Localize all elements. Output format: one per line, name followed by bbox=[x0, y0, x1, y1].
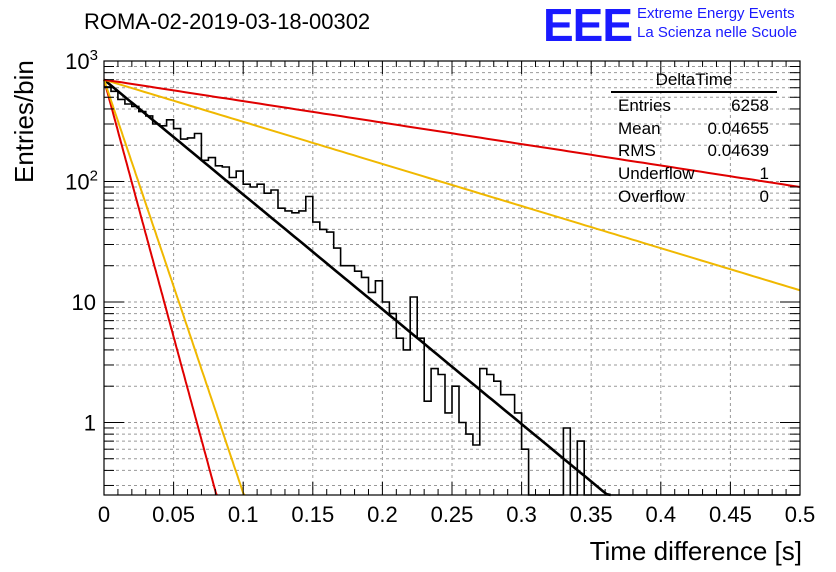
y-tick-label: 1 bbox=[84, 410, 96, 435]
logo-line-2: La Scienza nelle Scuole bbox=[637, 24, 798, 41]
x-tick-label: 0 bbox=[98, 502, 110, 527]
stats-label: RMS bbox=[618, 141, 656, 161]
y-axis-label-text: Entries/bin bbox=[9, 60, 39, 183]
stats-value: 0 bbox=[759, 186, 769, 206]
y-tick-label: 10 bbox=[72, 290, 96, 315]
y-tick-label: 103 bbox=[65, 47, 98, 74]
x-tick-label: 0.2 bbox=[367, 502, 398, 527]
eee-logo-mark: EEE bbox=[543, 0, 633, 51]
stats-label: Entries bbox=[618, 96, 671, 115]
fit-curves bbox=[103, 78, 801, 497]
stats-label: Mean bbox=[618, 118, 661, 138]
curve-fit bbox=[103, 78, 611, 497]
stats-row-overflow: Overflow 0 bbox=[611, 186, 777, 209]
x-tick-label: 0.05 bbox=[152, 502, 195, 527]
x-tick-label: 0.25 bbox=[431, 502, 474, 527]
stats-row-underflow: Underflow 1 bbox=[611, 163, 777, 186]
curve-slow-yellow bbox=[103, 78, 801, 292]
stats-value: 6258 bbox=[731, 96, 769, 115]
x-tick-label: 0.45 bbox=[709, 502, 752, 527]
stats-row-entries: Entries 6258 bbox=[611, 95, 777, 118]
stats-label: Underflow bbox=[618, 164, 695, 184]
stats-row-mean: Mean 0.04655 bbox=[611, 118, 777, 141]
x-tick-label: 0.1 bbox=[228, 502, 259, 527]
chart-title: ROMA-02-2019-03-18-00302 bbox=[84, 9, 371, 34]
eee-logo-text: Extreme Energy Events La Scienza nelle S… bbox=[637, 4, 797, 42]
stats-value: 0.04639 bbox=[707, 141, 769, 161]
stats-label: Overflow bbox=[618, 186, 686, 206]
x-tick-label: 0.5 bbox=[785, 502, 816, 527]
x-tick-label: 0.4 bbox=[646, 502, 677, 527]
logo-line-1: Extreme Energy Events bbox=[637, 5, 795, 22]
y-tick-label: 102 bbox=[65, 167, 98, 194]
x-axis-label: Time difference [s] bbox=[589, 536, 802, 566]
x-tick-label: 0.35 bbox=[570, 502, 613, 527]
axis-ticks: 0 0.05 0.1 0.15 0.2 0.25 0.3 0.35 0.4 0.45 0.5 103 1… bbox=[65, 47, 815, 527]
x-tick-label: 0.15 bbox=[291, 502, 334, 527]
curve-upper-fast-red bbox=[103, 79, 218, 496]
stats-title: DeltaTime bbox=[611, 70, 777, 93]
stats-box: DeltaTime Entries 6258 Mean 0.04655 RMS … bbox=[611, 70, 777, 209]
stats-row-rms: RMS 0.04639 bbox=[611, 140, 777, 163]
x-tick-label: 0.3 bbox=[506, 502, 537, 527]
stats-value: 0.04655 bbox=[707, 118, 769, 138]
stats-value: 1 bbox=[759, 164, 769, 184]
curve-slow-red bbox=[103, 78, 801, 188]
curve-upper-fast-yellow bbox=[103, 79, 246, 496]
